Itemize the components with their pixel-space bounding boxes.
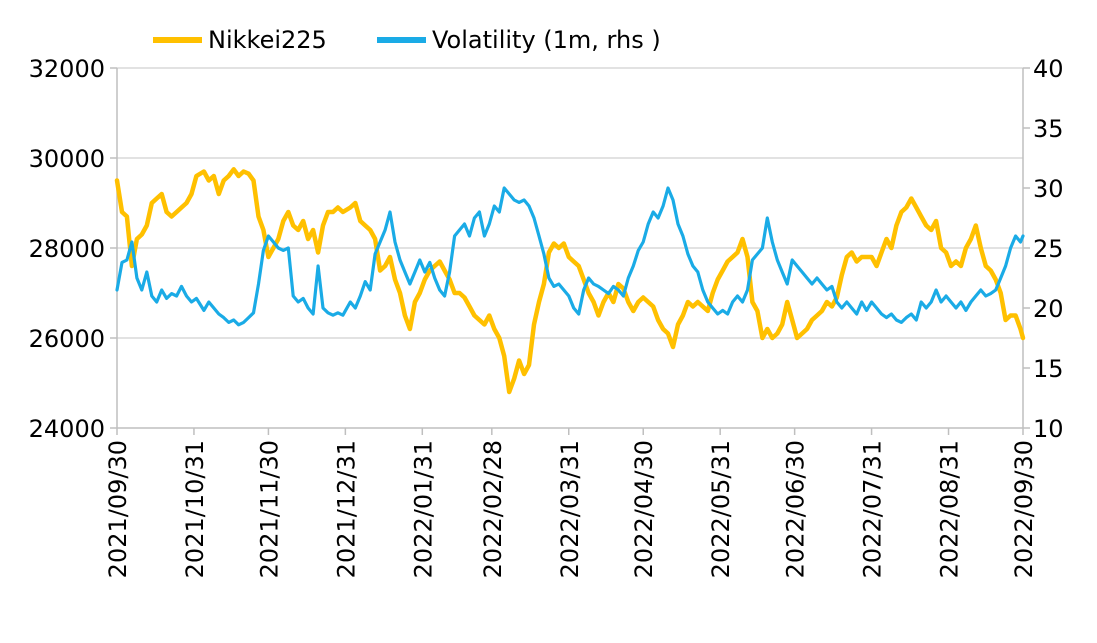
y-tick-label-left: 24000 — [29, 415, 105, 443]
x-tick-label: 2021/10/31 — [181, 440, 209, 578]
y-tick-label-right: 25 — [1033, 235, 1064, 263]
x-tick-label: 2022/08/31 — [936, 440, 964, 578]
tick-labels: 24000 26000 28000 30000 32000 10 15 20 25 30 35 40 2… — [29, 55, 1064, 578]
legend: Nikkei225 Volatility (1m, rhs ) — [153, 26, 661, 54]
x-tick-label: 2022/09/30 — [1010, 440, 1038, 578]
x-tick-label: 2022/03/31 — [556, 440, 584, 578]
x-tick-label: 2022/06/30 — [782, 440, 810, 578]
series-layer — [114, 167, 1026, 395]
x-tick-label: 2022/04/30 — [630, 440, 658, 578]
series-line-volatility — [115, 186, 1025, 327]
legend-label-nikkei225: Nikkei225 — [208, 26, 327, 54]
y-tick-label-right: 15 — [1033, 355, 1064, 383]
y-tick-label-left: 26000 — [29, 325, 105, 353]
y-tick-label-right: 40 — [1033, 55, 1064, 83]
x-tick-label: 2022/02/28 — [479, 440, 507, 578]
x-tick-label: 2021/09/30 — [104, 440, 132, 578]
y-tick-label-right: 20 — [1033, 295, 1064, 323]
y-tick-label-left: 28000 — [29, 235, 105, 263]
y-tick-label-left: 30000 — [29, 145, 105, 173]
legend-label-volatility: Volatility (1m, rhs ) — [432, 26, 661, 54]
axes — [110, 67, 1030, 435]
y-tick-label-right: 35 — [1033, 115, 1064, 143]
x-tick-label: 2021/12/31 — [332, 440, 360, 578]
x-tick-label: 2021/11/30 — [255, 440, 283, 578]
y-tick-label-left: 32000 — [29, 55, 105, 83]
series-line-nikkei225 — [114, 167, 1026, 395]
y-tick-label-right: 30 — [1033, 175, 1064, 203]
x-tick-label: 2022/05/31 — [707, 440, 735, 578]
x-tick-label: 2022/01/31 — [409, 440, 437, 578]
y-tick-label-right: 10 — [1033, 415, 1064, 443]
x-tick-label: 2022/07/31 — [859, 440, 887, 578]
